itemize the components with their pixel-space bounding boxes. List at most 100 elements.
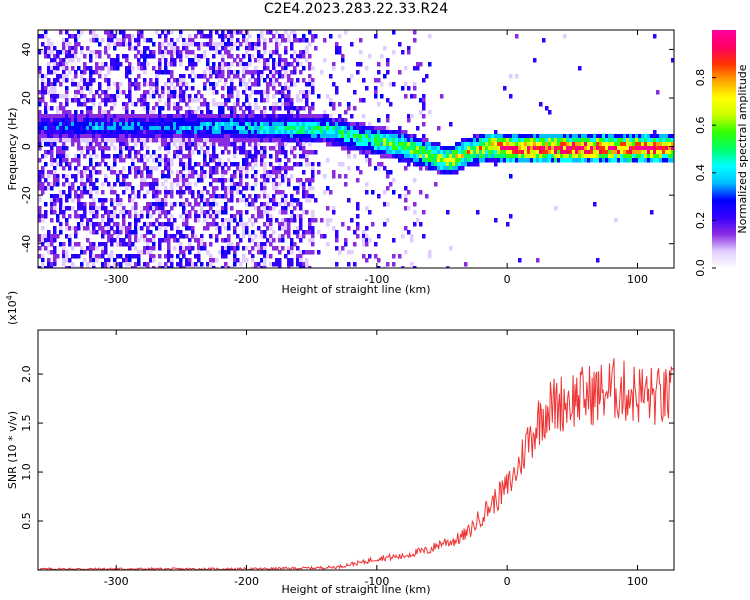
spectrogram-cell bbox=[221, 66, 225, 71]
spectrogram-cell bbox=[500, 150, 504, 155]
spectrogram-cell bbox=[113, 66, 117, 71]
spectrogram-cell bbox=[584, 138, 588, 143]
spectrogram-cell bbox=[374, 86, 378, 91]
spectrogram-cell bbox=[263, 146, 267, 151]
spectrogram-cell bbox=[233, 154, 237, 159]
spectrogram-cell bbox=[179, 138, 183, 143]
spectrogram-cell bbox=[152, 106, 156, 111]
spectrogram-cell bbox=[95, 178, 99, 183]
spectrogram-cell bbox=[161, 266, 165, 268]
spectrogram-cell bbox=[47, 134, 51, 139]
spectrogram-cell bbox=[80, 266, 84, 268]
spectrogram-cell bbox=[191, 230, 195, 235]
spectrogram-cell bbox=[215, 186, 219, 191]
spectrogram-cell bbox=[260, 150, 264, 155]
spectrogram-cell bbox=[197, 238, 201, 243]
spectrogram-cell bbox=[224, 246, 228, 251]
spectrogram-cell bbox=[71, 130, 75, 135]
spectrogram-cell bbox=[149, 222, 153, 227]
spectrogram-cell bbox=[623, 134, 627, 139]
spectrogram-cell bbox=[569, 134, 573, 139]
spectrogram-cell bbox=[224, 238, 228, 243]
spectrogram-cell bbox=[284, 126, 288, 131]
spectrogram-cell bbox=[287, 250, 291, 255]
spectrogram-cell bbox=[464, 154, 468, 159]
spectrogram-cell bbox=[515, 138, 519, 143]
spectrogram-cell bbox=[158, 62, 162, 67]
spectrogram-cell bbox=[119, 170, 123, 175]
spectrogram-cell bbox=[458, 162, 462, 167]
spectrogram-cell bbox=[65, 98, 69, 103]
spectrogram-cell bbox=[290, 258, 294, 263]
spectrogram-cell bbox=[149, 230, 153, 235]
spectrogram-cell bbox=[65, 206, 69, 211]
spectrogram-cell bbox=[89, 86, 93, 91]
spectrogram-cell bbox=[56, 218, 60, 223]
spectrogram-cell bbox=[506, 138, 510, 143]
spectrogram-cell bbox=[368, 54, 372, 59]
spectrogram-cell bbox=[116, 114, 120, 119]
spectrogram-cell bbox=[404, 198, 408, 203]
spectrogram-cell bbox=[224, 254, 228, 259]
spectrogram-cell bbox=[119, 202, 123, 207]
spectrogram-cell bbox=[185, 146, 189, 151]
spectrogram-cell bbox=[494, 150, 498, 155]
spectrogram-cell bbox=[284, 118, 288, 123]
spectrogram-cell bbox=[116, 194, 120, 199]
spectrogram-cell bbox=[599, 146, 603, 151]
spectrogram-cell bbox=[308, 198, 312, 203]
spectrogram-cell bbox=[152, 94, 156, 99]
spectrogram-cell bbox=[278, 210, 282, 215]
spectrogram-cell bbox=[143, 178, 147, 183]
spectrogram-cell bbox=[242, 114, 246, 119]
spectrogram-cell bbox=[638, 146, 642, 151]
spectrogram-cell bbox=[287, 166, 291, 171]
spectrogram-cell bbox=[164, 154, 168, 159]
spectrogram-cell bbox=[359, 142, 363, 147]
spectrogram-cell bbox=[428, 62, 432, 67]
spectrogram-cell bbox=[53, 122, 57, 127]
spectrogram-cell bbox=[530, 158, 534, 163]
spectrogram-cell bbox=[173, 46, 177, 51]
spectrogram-cell bbox=[593, 134, 597, 139]
spectrogram-cell bbox=[461, 150, 465, 155]
spectrogram-cell bbox=[107, 70, 111, 75]
spectrogram-cell bbox=[245, 118, 249, 123]
spectrogram-cell bbox=[167, 114, 171, 119]
spectrogram-cell bbox=[62, 94, 66, 99]
spectrogram-cell bbox=[77, 34, 81, 39]
spectrogram-cell bbox=[245, 230, 249, 235]
spectrogram-cell bbox=[200, 246, 204, 251]
spectrogram-cell bbox=[506, 150, 510, 155]
spectrogram-cell bbox=[44, 142, 48, 147]
spectrogram-cell bbox=[359, 150, 363, 155]
spectrogram-cell bbox=[221, 254, 225, 259]
spectrogram-cell bbox=[470, 138, 474, 143]
spectrogram-cell bbox=[47, 106, 51, 111]
spectrogram-cell bbox=[494, 138, 498, 143]
spectrogram-cell bbox=[467, 154, 471, 159]
spectrogram-cell bbox=[626, 146, 630, 151]
spectrogram-cell bbox=[398, 138, 402, 143]
spectrogram-cell bbox=[302, 50, 306, 55]
spectrogram-cell bbox=[494, 134, 498, 139]
spectrogram-cell bbox=[404, 226, 408, 231]
spectrogram-cell bbox=[383, 150, 387, 155]
spectrogram-cell bbox=[656, 134, 660, 139]
spectrogram-cell bbox=[344, 126, 348, 131]
spectrogram-cell bbox=[74, 266, 78, 268]
spectrogram-cell bbox=[671, 146, 674, 151]
spectrogram-cell bbox=[242, 142, 246, 147]
spectrogram-cell bbox=[158, 190, 162, 195]
spectrogram-cell bbox=[50, 162, 54, 167]
snr-panel: -300 -200 -100 0 100 0.51.01.52.0 Height of … bbox=[5, 291, 675, 596]
spectrogram-cell bbox=[176, 154, 180, 159]
spectrogram-cell bbox=[542, 38, 546, 43]
spectrogram-cell bbox=[152, 206, 156, 211]
spectrogram-cell bbox=[224, 34, 228, 39]
spectrogram-cell bbox=[269, 174, 273, 179]
spectrogram-cell bbox=[377, 78, 381, 83]
spectrogram-cell bbox=[164, 134, 168, 139]
spectrogram-cell bbox=[65, 134, 69, 139]
